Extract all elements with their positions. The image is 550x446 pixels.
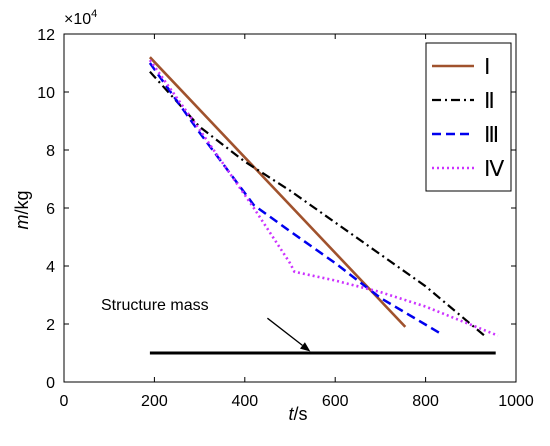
- y-tick-label: 8: [46, 143, 55, 160]
- series-line-i: [148, 56, 407, 328]
- legend-label: Ⅰ: [484, 54, 491, 79]
- annotation-arrow: [267, 317, 303, 346]
- series-line-iii: [148, 62, 440, 334]
- x-axis: 0 200 400 600 800 1000: [60, 34, 534, 410]
- series-line-ii: [149, 70, 486, 337]
- x-tick-label: 600: [322, 393, 349, 410]
- legend-box: [425, 42, 512, 192]
- legend-label: Ⅲ: [484, 122, 499, 147]
- annotation-text: Structure mass: [101, 297, 209, 314]
- annotation-arrowhead: [299, 342, 311, 352]
- y-axis-label: m/kg: [12, 190, 32, 229]
- y-tick-label: 12: [37, 27, 55, 44]
- y-tick-label: 10: [37, 85, 55, 102]
- x-tick-label: 800: [412, 393, 439, 410]
- series-layer: [148, 56, 499, 355]
- legend-label: Ⅳ: [484, 156, 505, 181]
- x-tick-label: 1000: [498, 393, 534, 410]
- y-tick-label: 6: [46, 201, 55, 218]
- structure-mass-annotation: Structure mass: [101, 297, 311, 352]
- series-line-iv: [148, 59, 499, 337]
- x-tick-label: 200: [141, 393, 168, 410]
- legend-label: Ⅱ: [484, 88, 495, 113]
- y-tick-label: 4: [46, 259, 55, 276]
- legend: Ⅰ Ⅱ Ⅲ Ⅳ: [425, 42, 512, 192]
- x-tick-label: 400: [231, 393, 258, 410]
- y-tick-label: 0: [46, 375, 55, 392]
- y-axis: 0 2 4 6 8 10 12: [37, 27, 516, 392]
- x-tick-label: 0: [60, 393, 69, 410]
- y-multiplier: ×104: [64, 8, 97, 28]
- x-axis-label: t/s: [288, 404, 307, 424]
- y-tick-label: 2: [46, 317, 55, 334]
